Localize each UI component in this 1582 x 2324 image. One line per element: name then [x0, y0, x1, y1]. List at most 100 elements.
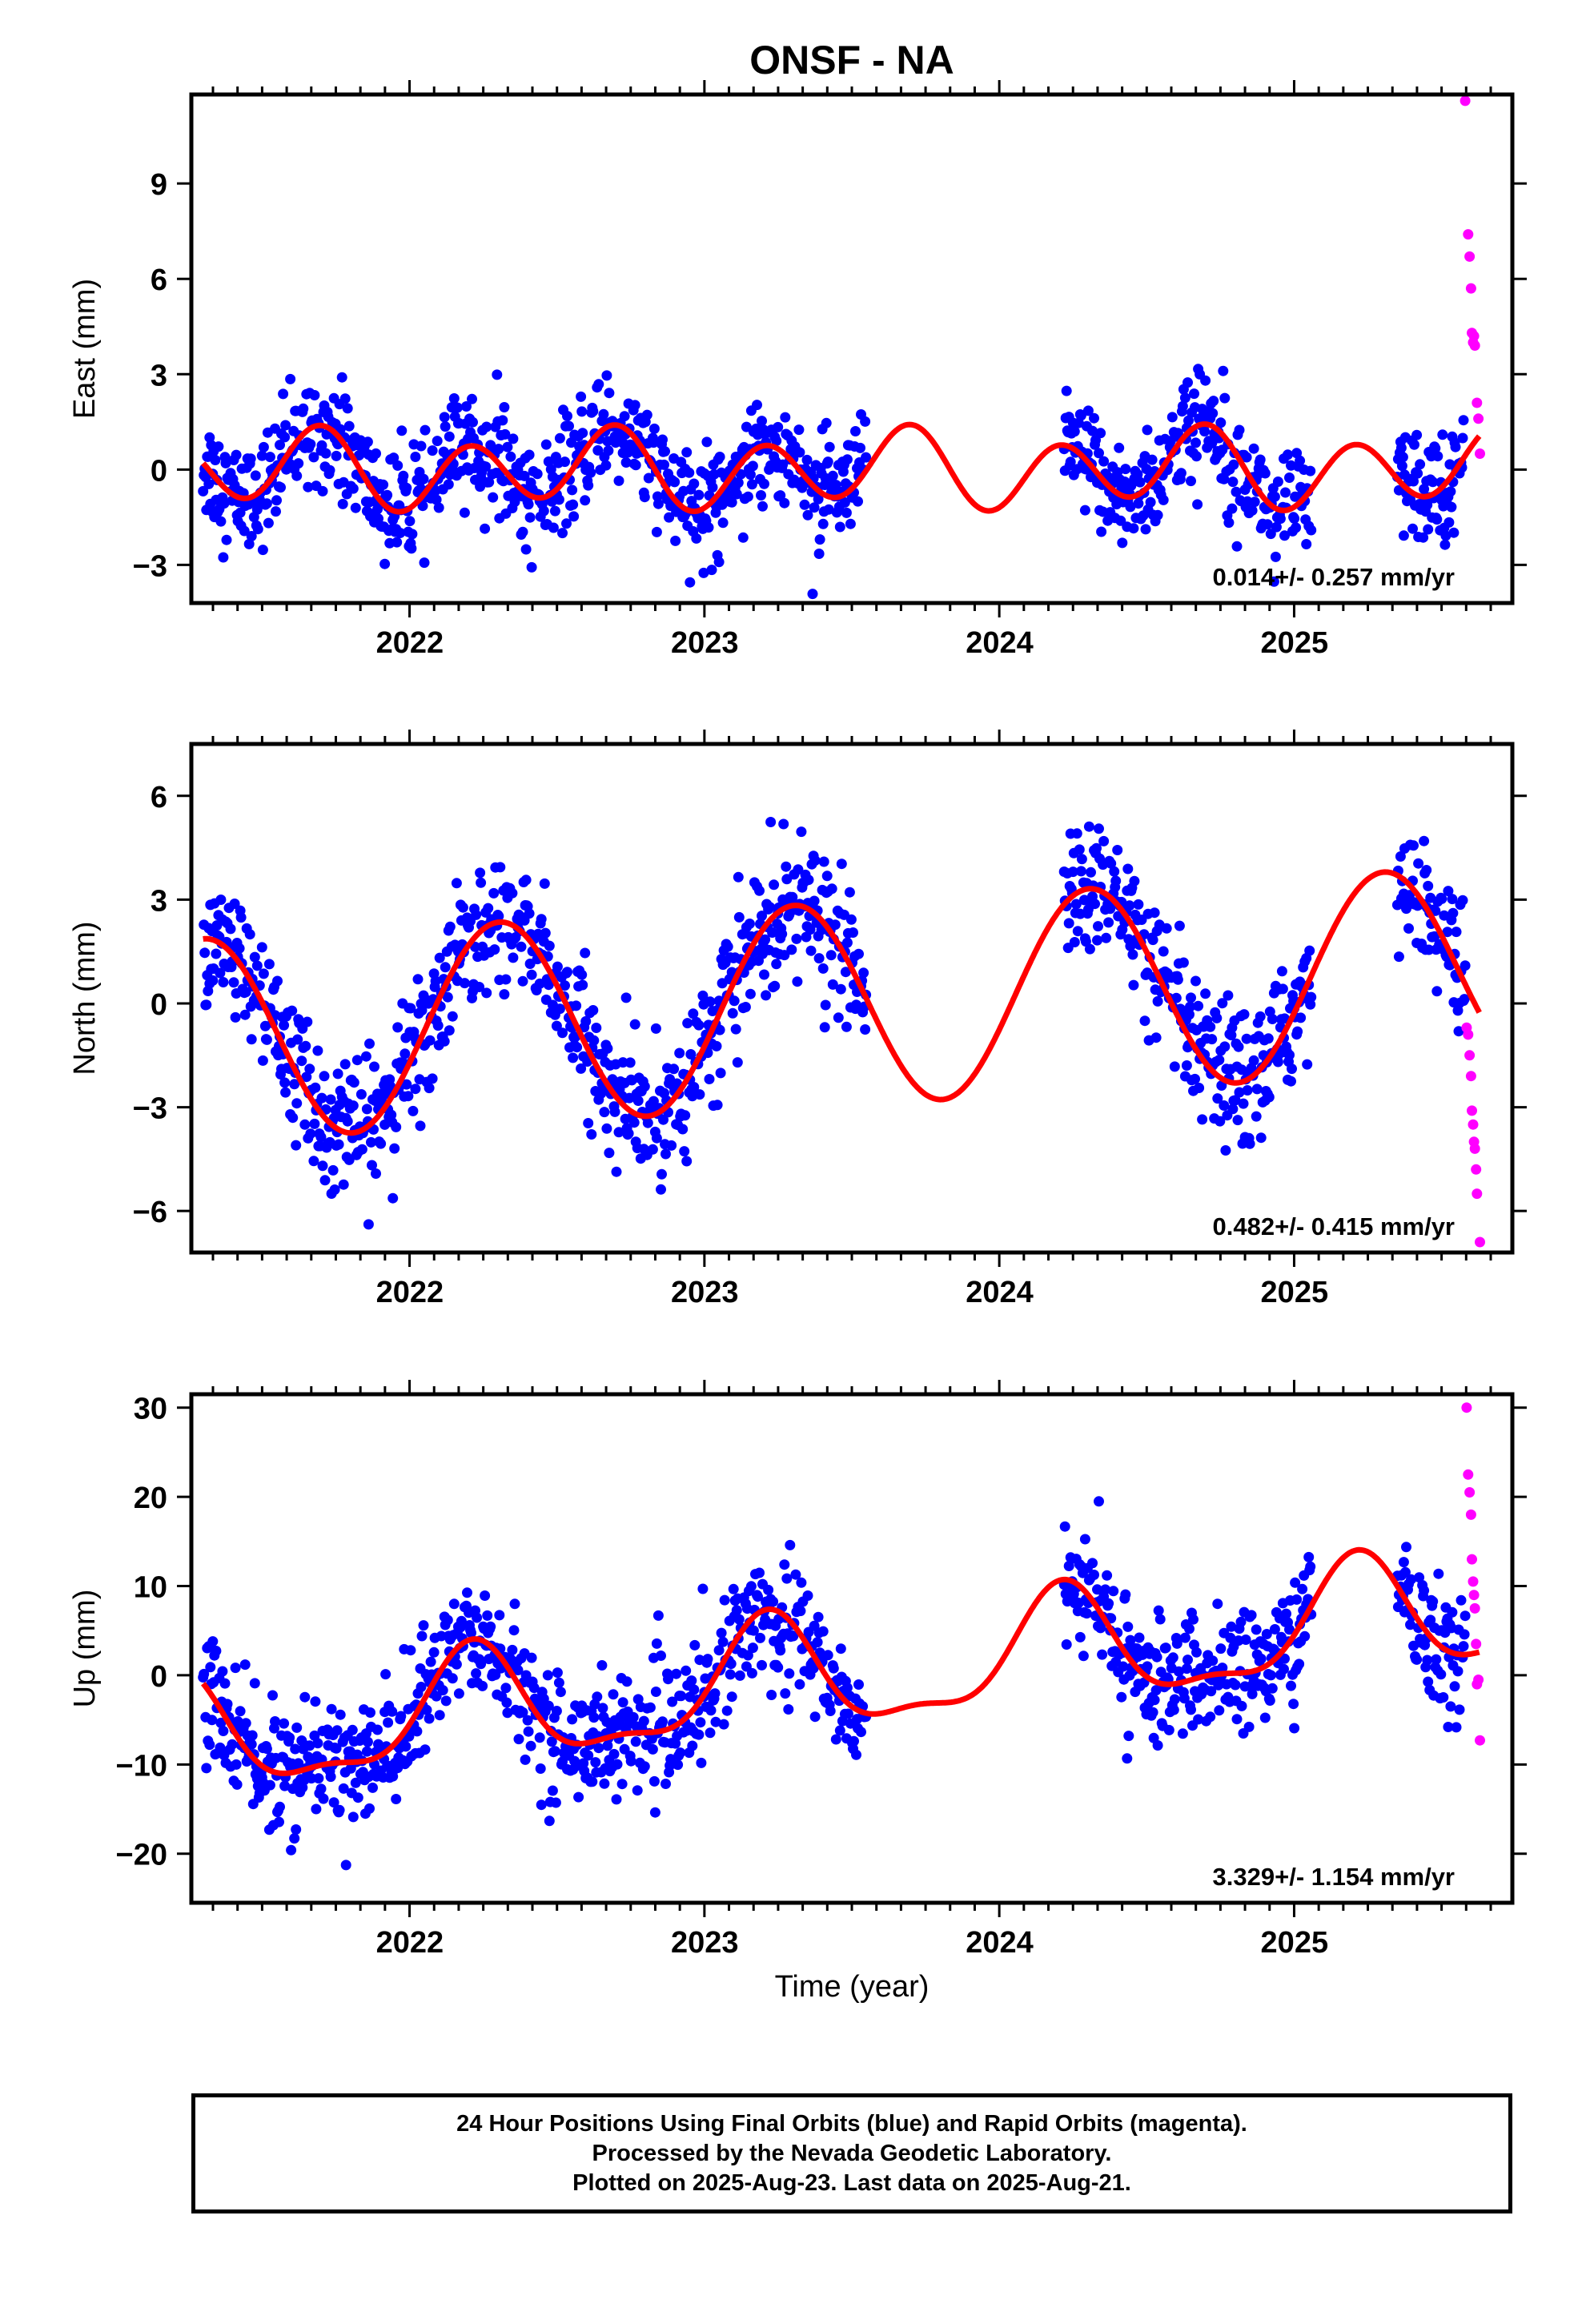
final-orbit-point: [825, 950, 837, 961]
final-orbit-point: [337, 498, 348, 509]
final-orbit-point: [726, 497, 737, 508]
final-orbit-point: [822, 1650, 833, 1661]
final-orbit-point: [258, 441, 269, 452]
final-orbit-point: [567, 1714, 578, 1725]
final-orbit-point: [1419, 1585, 1430, 1596]
final-orbit-point: [1435, 1669, 1447, 1680]
final-orbit-point: [1181, 1663, 1192, 1675]
rapid-orbit-point: [1461, 1402, 1472, 1413]
final-orbit-point: [734, 1670, 745, 1681]
final-orbit-point: [474, 982, 485, 992]
final-orbit-point: [1242, 1085, 1253, 1096]
final-orbit-point: [315, 1783, 327, 1795]
final-orbit-point: [656, 1168, 667, 1180]
final-orbit-point: [844, 887, 855, 898]
final-orbit-point: [769, 879, 780, 891]
final-orbit-point: [617, 1697, 628, 1708]
final-orbit-point: [261, 1034, 272, 1045]
final-orbit-point: [1255, 1653, 1267, 1664]
final-orbit-point: [296, 1055, 307, 1067]
final-orbit-point: [670, 535, 681, 546]
final-orbit-point: [306, 1773, 317, 1784]
final-orbit-point: [342, 1116, 353, 1127]
final-orbit-point: [781, 861, 792, 872]
final-orbit-point: [733, 911, 745, 923]
final-orbit-point: [732, 1057, 743, 1068]
final-orbit-point: [681, 1665, 692, 1676]
final-orbit-point: [576, 406, 588, 417]
final-orbit-point: [234, 943, 245, 954]
final-orbit-point: [299, 1119, 311, 1130]
final-orbit-point: [661, 1148, 671, 1160]
rapid-orbit-point: [1469, 1143, 1480, 1154]
final-orbit-point: [693, 1729, 705, 1740]
final-orbit-point: [568, 511, 580, 522]
final-orbit-point: [1175, 468, 1186, 479]
final-orbit-point: [225, 923, 236, 935]
final-orbit-point: [338, 1179, 349, 1190]
final-orbit-point: [1418, 532, 1429, 543]
final-orbit-point: [1186, 476, 1196, 487]
final-orbit-point: [1179, 392, 1191, 404]
final-orbit-point: [352, 1792, 363, 1803]
final-orbit-point: [278, 388, 289, 400]
final-orbit-point: [1294, 1659, 1305, 1670]
final-orbit-point: [329, 1184, 340, 1195]
final-orbit-point: [674, 1047, 685, 1059]
final-orbit-point: [561, 518, 572, 529]
final-orbit-point: [459, 978, 470, 989]
final-orbit-point: [1248, 1055, 1259, 1066]
final-orbit-point: [809, 895, 820, 907]
y-tick-label: −3: [133, 1092, 167, 1126]
final-orbit-point: [669, 476, 681, 488]
final-orbit-point: [405, 1645, 416, 1656]
final-orbit-point: [711, 1040, 722, 1051]
final-orbit-point: [1095, 428, 1106, 439]
final-orbit-point: [730, 1023, 741, 1035]
final-orbit-point: [489, 944, 500, 955]
final-orbit-point: [1427, 476, 1439, 488]
final-orbit-point: [1116, 1691, 1127, 1703]
final-orbit-point: [416, 1630, 428, 1642]
final-orbit-point: [817, 518, 829, 529]
final-orbit-point: [204, 1739, 215, 1751]
final-orbit-point: [841, 454, 853, 465]
final-orbit-point: [207, 1636, 219, 1647]
final-orbit-point: [656, 1184, 666, 1195]
final-orbit-point: [421, 1704, 432, 1715]
rate-label: 0.482+/- 0.415 mm/yr: [1213, 1212, 1455, 1240]
final-orbit-point: [1087, 1558, 1098, 1569]
final-orbit-point: [519, 470, 530, 481]
final-orbit-point: [1447, 907, 1459, 919]
final-orbit-point: [638, 1715, 649, 1727]
final-orbit-point: [509, 1598, 520, 1610]
final-orbit-point: [1238, 1098, 1249, 1109]
final-orbit-point: [275, 482, 286, 493]
final-orbit-point: [444, 431, 455, 442]
final-orbit-point: [697, 990, 709, 1001]
final-orbit-point: [218, 977, 229, 987]
final-orbit-point: [317, 1160, 328, 1172]
final-orbit-point: [715, 1068, 726, 1079]
rapid-orbit-point: [1465, 283, 1476, 294]
final-orbit-point: [647, 1144, 658, 1155]
final-orbit-point: [1219, 392, 1231, 404]
final-orbit-point: [335, 1709, 346, 1720]
final-orbit-point: [308, 452, 319, 463]
final-orbit-point: [271, 506, 281, 517]
final-orbit-point: [1267, 1683, 1278, 1694]
final-orbit-point: [549, 505, 560, 517]
final-orbit-point: [424, 1083, 435, 1094]
final-orbit-point: [1153, 1605, 1164, 1616]
final-orbit-point: [817, 963, 829, 974]
final-orbit-point: [609, 1106, 620, 1117]
final-orbit-point: [1134, 1632, 1145, 1643]
final-orbit-point: [528, 1683, 540, 1694]
final-orbit-point: [1185, 1001, 1195, 1012]
final-orbit-point: [600, 460, 612, 471]
final-orbit-point: [279, 432, 291, 443]
final-orbit-point: [317, 485, 328, 497]
final-orbit-point: [424, 1035, 436, 1046]
final-orbit-point: [310, 1082, 321, 1093]
final-orbit-point: [1074, 844, 1085, 855]
